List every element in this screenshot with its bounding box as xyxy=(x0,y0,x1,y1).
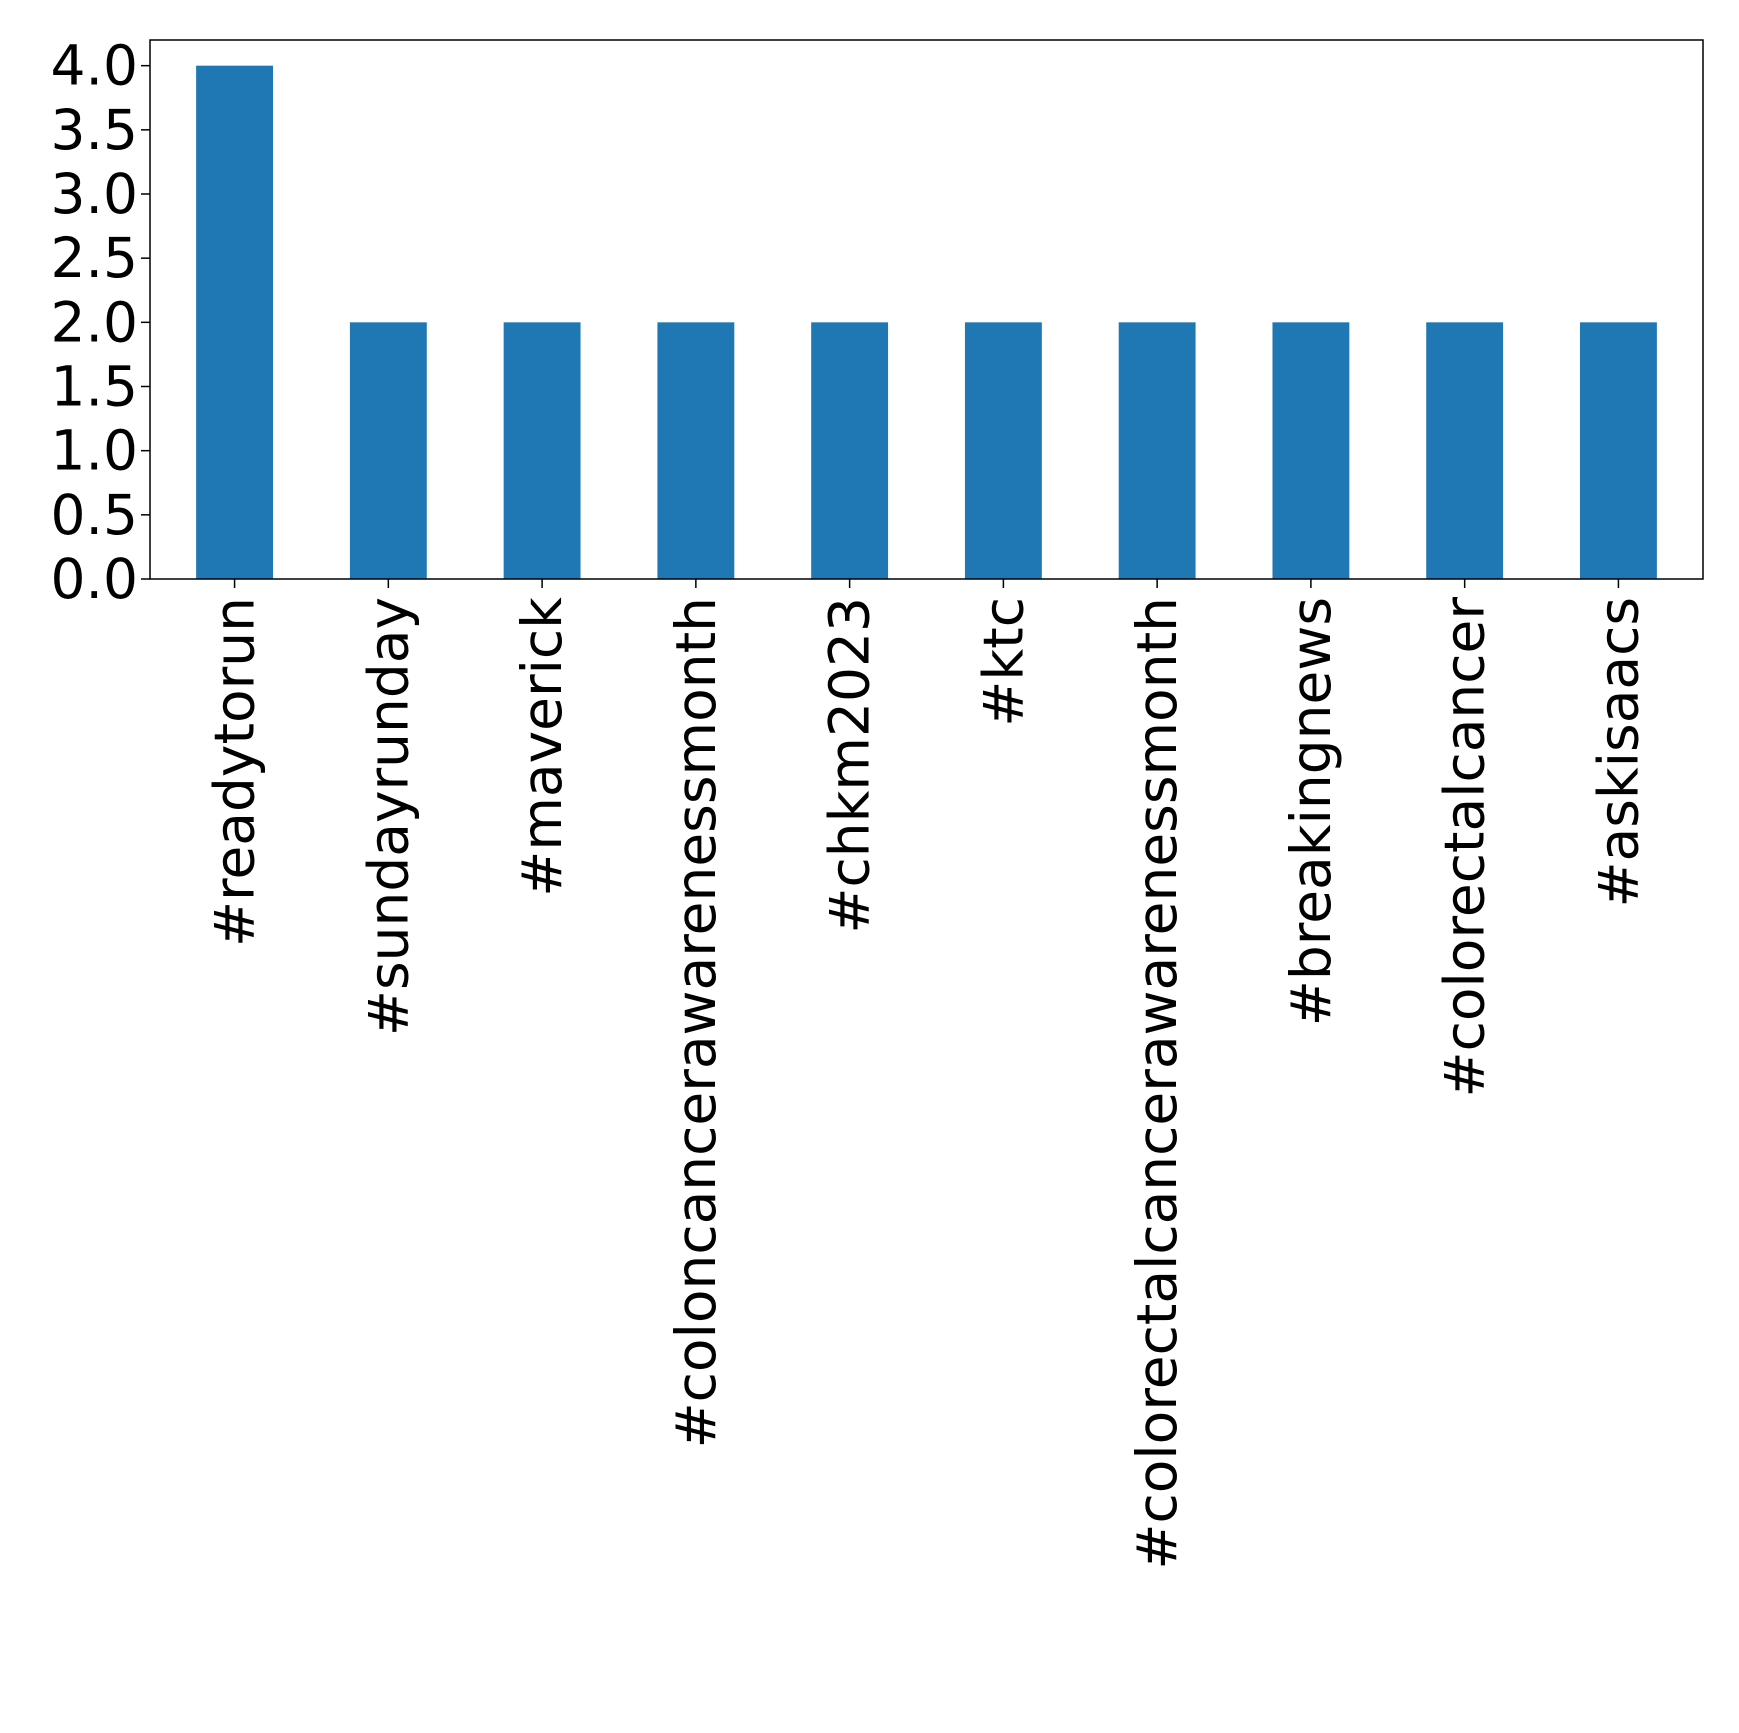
bar-3 xyxy=(657,322,735,579)
x-tick-label-7: #breakingnews xyxy=(1279,597,1343,1026)
y-tick-label-6: 3.0 xyxy=(51,162,138,226)
bar-0 xyxy=(196,65,274,580)
x-tick-label-9: #askisaacs xyxy=(1586,597,1650,908)
y-axis: 0.00.51.01.52.02.53.03.54.0 xyxy=(51,34,150,611)
x-tick-label-1: #sundayrunday xyxy=(356,597,420,1036)
bar-9 xyxy=(1579,322,1657,579)
y-tick-label-1: 0.5 xyxy=(51,483,138,547)
x-tick-label-3: #coloncancerawarenessmonth xyxy=(664,597,728,1448)
plot-frame xyxy=(149,39,1704,580)
x-tick-label-8: #colorectalcancer xyxy=(1433,597,1497,1098)
x-tick-label-4: #chkm2023 xyxy=(818,597,882,934)
bar-7 xyxy=(1272,322,1350,579)
bar-5 xyxy=(964,322,1042,579)
y-tick-label-8: 4.0 xyxy=(51,34,138,98)
bars-group xyxy=(196,65,1657,580)
bar-4 xyxy=(811,322,889,579)
bar-1 xyxy=(349,322,427,579)
y-tick-label-3: 1.5 xyxy=(51,355,138,419)
x-tick-label-5: #ktc xyxy=(971,597,1035,727)
y-tick-label-0: 0.0 xyxy=(51,547,138,611)
bar-8 xyxy=(1426,322,1504,579)
bar-6 xyxy=(1118,322,1196,579)
y-tick-label-4: 2.0 xyxy=(51,290,138,354)
x-tick-label-6: #colorectalcancerawarenessmonth xyxy=(1125,597,1189,1570)
x-axis: #readytorun #sundayrunday #maverick #colonc… xyxy=(203,579,1650,1570)
x-tick-label-2: #maverick xyxy=(510,597,574,897)
bar-2 xyxy=(503,322,581,579)
x-tick-label-0: #readytorun xyxy=(203,597,267,947)
y-tick-label-5: 2.5 xyxy=(51,226,138,290)
y-tick-label-7: 3.5 xyxy=(51,98,138,162)
y-tick-label-2: 1.0 xyxy=(51,419,138,483)
